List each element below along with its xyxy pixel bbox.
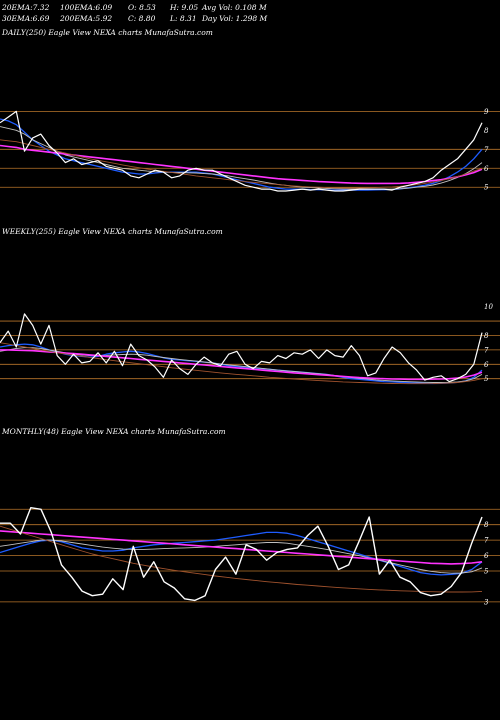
stat-value: 0.108 <box>235 3 257 12</box>
y-tick-label: 7 <box>484 146 489 154</box>
stat-unit: M <box>259 14 268 23</box>
stat-label: Avg Vol: <box>202 3 233 12</box>
stat-open: O: 8.53 <box>128 3 156 12</box>
stat-label: Day Vol: <box>202 14 234 23</box>
stat-label: O: <box>128 3 137 12</box>
stat-close: C: 8.80 <box>128 14 155 23</box>
stat-value: 7.32 <box>32 3 50 12</box>
stat-label: C: <box>128 14 137 23</box>
stat-value: 8.53 <box>139 3 156 12</box>
weekly-chart: 10 8 7 6 5 <box>0 303 500 385</box>
stat-200ema: 200EMA:5.92 <box>60 14 112 23</box>
y-tick-label: 6 <box>484 552 489 560</box>
stat-value: 6.09 <box>95 3 113 12</box>
y-tick-label: 8 <box>484 521 489 529</box>
ema100-line <box>0 144 483 185</box>
stat-value: 5.92 <box>95 14 113 23</box>
y-tick-label: 8 <box>484 332 489 340</box>
y-tick-label: 10 <box>484 303 493 311</box>
ema30-line <box>0 126 483 190</box>
y-tick-label: 8 <box>484 127 489 135</box>
ema100-line <box>0 349 483 381</box>
ema200-line <box>0 525 483 593</box>
daily-panel-title: DAILY(250) Eagle View NEXA charts Munafa… <box>2 28 213 37</box>
stat-day-vol: Day Vol: 1.298 M <box>202 14 267 23</box>
stat-label: 20EMA: <box>2 3 33 12</box>
daily-chart: 9 8 7 6 5 <box>0 108 500 192</box>
monthly-chart: 8 7 6 5 3 <box>0 506 500 605</box>
y-tick-label: 3 <box>484 598 489 605</box>
ema100-line <box>0 530 483 565</box>
stat-value: 9.05 <box>181 3 199 12</box>
ema200-line <box>0 139 483 189</box>
stat-label: 200EMA: <box>60 14 96 23</box>
stat-high: H: 9.05 <box>170 3 198 12</box>
y-tick-label: 5 <box>484 184 489 192</box>
monthly-panel-title: MONTHLY(48) Eagle View NEXA charts Munaf… <box>2 427 226 436</box>
stat-value: 8.31 <box>179 14 197 23</box>
stat-low: L: 8.31 <box>170 14 197 23</box>
stat-label: H: <box>170 3 180 12</box>
y-tick-label: 7 <box>484 346 489 354</box>
price-line <box>0 313 483 383</box>
ema30-line <box>0 539 483 574</box>
stat-100ema: 100EMA:6.09 <box>60 3 112 12</box>
weekly-panel-title: WEEKLY(255) Eagle View NEXA charts Munaf… <box>2 227 223 236</box>
ema20-line <box>0 531 483 576</box>
y-tick-label: 6 <box>484 165 489 173</box>
price-line <box>0 110 483 192</box>
stat-value: 8.80 <box>138 14 156 23</box>
stat-label: 100EMA: <box>60 3 96 12</box>
y-tick-label: 5 <box>484 568 489 576</box>
stat-label: 30EMA: <box>2 14 33 23</box>
y-tick-label: 5 <box>484 375 489 383</box>
price-line <box>0 506 483 602</box>
ema200-line <box>0 342 483 385</box>
stat-unit: M <box>258 3 267 12</box>
y-tick-label: 6 <box>484 361 489 369</box>
stat-30ema: 30EMA:6.69 <box>2 14 49 23</box>
y-tick-label: 9 <box>484 108 489 116</box>
stat-20ema: 20EMA:7.32 <box>2 3 49 12</box>
stat-value: 6.69 <box>32 14 50 23</box>
stat-value: 1.298 <box>235 14 258 23</box>
stat-avg-vol: Avg Vol: 0.108 M <box>202 3 267 12</box>
y-tick-label: 7 <box>484 537 489 545</box>
stat-label: L: <box>170 14 178 23</box>
